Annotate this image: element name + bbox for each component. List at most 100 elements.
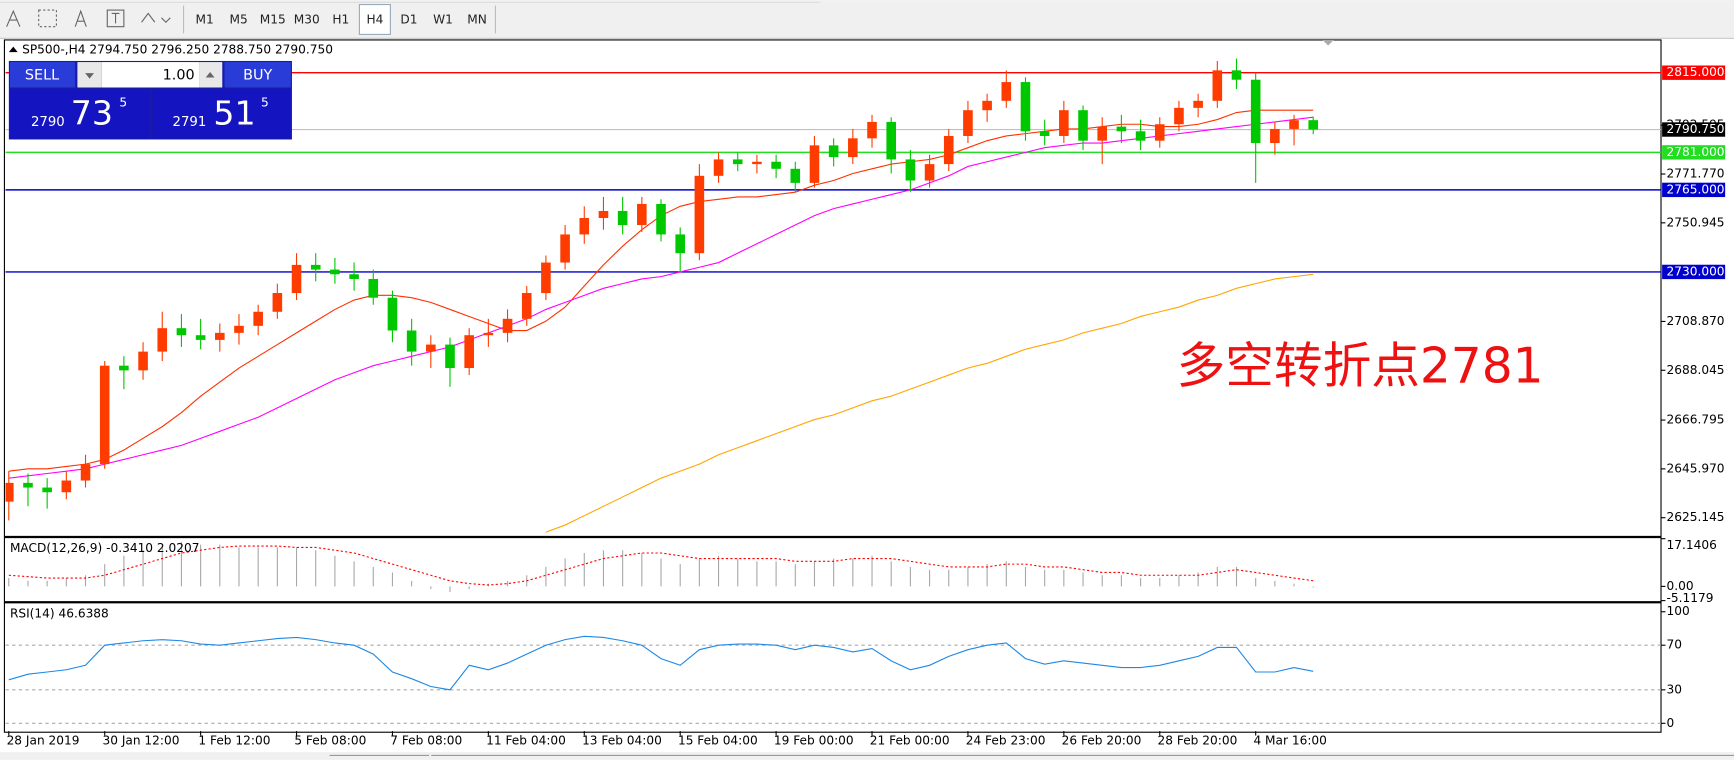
candle-body [406,330,417,352]
x-tick-label: 13 Feb 04:00 [582,734,662,748]
volume-field[interactable] [101,62,200,88]
candle-body [732,159,743,165]
candle-body [176,328,187,336]
tool-icon[interactable] [111,12,120,24]
candle-body [560,234,570,263]
candle-body [1001,82,1012,101]
y-tick-label: 30 [1667,682,1682,696]
quote-fraction: 5 [261,95,269,109]
timeframe-button[interactable]: M15 [260,13,286,27]
timeframe-button[interactable]: H1 [332,13,349,27]
candle-body [656,203,666,235]
timeframe-button[interactable]: M5 [230,13,248,27]
x-tick-label: 24 Feb 23:00 [966,734,1046,748]
drawing-tools[interactable] [6,9,171,28]
indicator-title: RSI(14) 46.6388 [10,606,109,620]
buy-quote[interactable] [152,89,291,139]
sell-label[interactable]: SELL [25,67,59,83]
candle-body [982,100,992,111]
arrow-icon[interactable] [205,72,215,78]
candle-body [426,344,436,352]
candle-body [675,234,685,254]
buy-button[interactable] [224,62,291,88]
candle-body [272,293,283,312]
candle-body [1231,70,1242,80]
candle-body [1308,120,1319,130]
tool-icon[interactable] [6,9,21,27]
candle-body [119,365,129,371]
x-tick-label: 15 Feb 04:00 [678,734,758,748]
candle-body [1135,131,1146,141]
y-tick-label: 0.00 [1667,579,1694,593]
annotation: 多空转折点2781 [1177,338,1544,394]
quote-fraction: 5 [119,95,127,109]
quote-pips: 51 [213,94,255,133]
price-tag [1662,145,1726,160]
tool-icon[interactable] [74,9,87,27]
tool-icon[interactable] [106,9,125,28]
pane [5,635,1662,724]
y-tick-label: 2625.145 [1667,510,1725,524]
candle-body [713,159,724,176]
price-tag [1662,65,1726,80]
candle-body [637,203,647,226]
shift-marker [1322,39,1334,46]
price-tag-label: 2815.000 [1667,65,1725,79]
candle-body [349,274,359,279]
toolbar [0,0,1734,39]
candle-body [5,482,14,502]
timeframe-button[interactable]: W1 [433,13,453,27]
candle-body [1039,131,1050,136]
quote-pips: 73 [71,94,113,133]
indicator-line [8,635,1314,691]
timeframe-button[interactable]: M30 [294,13,320,27]
candle-body [694,175,705,254]
x-tick-label: 4 Mar 16:00 [1253,734,1326,748]
timeframe-button[interactable]: D1 [400,13,417,27]
volume-value[interactable]: 1.00 [163,67,195,83]
tool-icon[interactable] [38,9,57,28]
candle-body [1116,126,1127,132]
candle-body [1193,100,1203,108]
price-tag [1662,182,1726,198]
y-tick-label: 2645.970 [1667,461,1725,475]
candle-body [291,264,302,294]
collapse-arrow[interactable] [8,46,18,53]
arrow-icon[interactable] [85,73,94,79]
candle-body [310,264,321,270]
buy-label[interactable]: BUY [243,67,272,83]
x-tick-label: 7 Feb 08:00 [390,734,462,748]
candle-body [1289,120,1299,129]
candle-body [943,135,954,165]
candle-body [330,269,340,275]
sell-button[interactable] [9,62,76,88]
candle-body [1212,70,1223,101]
timeframe-button[interactable]: MN [467,13,487,27]
candle-body [809,145,820,183]
candle-body [138,351,148,371]
price-axis: 100 70 30 0 [1661,604,1690,730]
price-tag [1662,122,1726,137]
timeframe-button[interactable]: H4 [366,13,383,27]
candle-body [771,161,781,169]
price-tag-label: 2790.750 [1667,122,1725,136]
price-tag [1662,264,1726,280]
x-tick-label: 26 Feb 20:00 [1062,734,1142,748]
x-tick-label: 28 Feb 20:00 [1158,734,1238,748]
active-timeframe[interactable] [358,4,391,35]
timeframe-button[interactable]: M1 [195,13,213,27]
candle-body [195,335,206,340]
plot-area: 多空转折点2781 2625.145 2645.970 2666.795 2688.04… [5,58,1726,748]
sell-quote[interactable] [9,89,150,139]
candle-body [521,293,532,319]
candle-body [253,311,263,326]
tool-icon[interactable] [141,12,171,24]
candle-body [1270,128,1280,144]
candle-body [215,332,225,340]
candle-body [234,325,244,333]
candle-body [368,278,379,298]
timeframe-bar: M1 M5 M15 M30 H1 H4 D1 W1 MN [195,4,487,35]
candle-body [1078,110,1088,141]
candle-body [886,121,896,160]
